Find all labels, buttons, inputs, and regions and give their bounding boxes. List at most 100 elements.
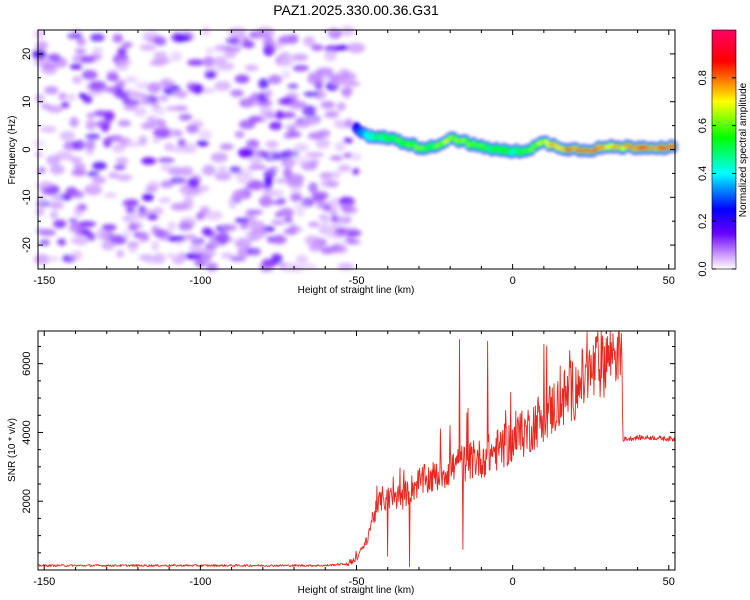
noise-blob bbox=[65, 186, 78, 196]
noise-blob bbox=[153, 127, 171, 139]
spectrogram-x-tick-label: 50 bbox=[663, 275, 675, 287]
track-core bbox=[638, 147, 644, 151]
track-core bbox=[381, 134, 387, 138]
noise-blob bbox=[48, 201, 65, 210]
noise-blob bbox=[234, 217, 249, 224]
noise-blob bbox=[201, 25, 211, 37]
noise-blob bbox=[147, 213, 159, 221]
noise-blob bbox=[217, 165, 228, 173]
noise-blob bbox=[309, 241, 323, 252]
track-core bbox=[411, 142, 417, 146]
noise-blob bbox=[91, 47, 104, 53]
noise-blob bbox=[82, 94, 93, 104]
noise-blob bbox=[167, 221, 177, 231]
noise-blob bbox=[103, 137, 113, 148]
noise-blob bbox=[126, 207, 135, 213]
noise-blob bbox=[154, 229, 168, 238]
noise-blob bbox=[122, 229, 132, 239]
noise-blob bbox=[234, 238, 251, 249]
noise-blob bbox=[41, 186, 53, 196]
noise-blob bbox=[147, 82, 162, 94]
noise-blob bbox=[271, 235, 287, 245]
noise-blob bbox=[220, 252, 234, 259]
noise-blob bbox=[248, 155, 263, 165]
noise-blob bbox=[157, 157, 175, 164]
track-core bbox=[463, 139, 469, 143]
noise-blob bbox=[127, 242, 138, 254]
noise-blob bbox=[116, 249, 125, 258]
noise-blob bbox=[329, 155, 343, 161]
noise-blob bbox=[205, 262, 219, 272]
noise-blob bbox=[189, 244, 203, 254]
noise-blob bbox=[113, 164, 126, 171]
snr-y-tick-label: 2000 bbox=[21, 489, 33, 513]
noise-blob bbox=[247, 247, 261, 256]
noise-blob bbox=[57, 238, 66, 246]
noise-blob bbox=[177, 139, 186, 148]
noise-blob bbox=[335, 215, 347, 222]
noise-blob bbox=[333, 119, 346, 128]
noise-blob bbox=[151, 107, 166, 115]
noise-blob bbox=[69, 156, 83, 164]
noise-blob bbox=[248, 220, 266, 231]
noise-blob bbox=[271, 189, 284, 198]
snr-y-axis-label: SNR (10 * v/v) bbox=[7, 418, 18, 482]
noise-blob bbox=[147, 181, 160, 190]
track-core bbox=[396, 138, 402, 142]
noise-blob bbox=[295, 209, 305, 217]
noise-blob bbox=[68, 224, 81, 231]
noise-blob bbox=[279, 55, 295, 67]
noise-blob bbox=[68, 218, 78, 224]
noise-blob bbox=[292, 120, 311, 129]
noise-blob bbox=[81, 69, 98, 80]
noise-blob bbox=[270, 253, 283, 264]
noise-blob bbox=[171, 145, 190, 154]
spectrogram-signal-track bbox=[352, 121, 679, 159]
noise-blob bbox=[59, 131, 75, 141]
noise-blob bbox=[69, 117, 79, 128]
noise-blob bbox=[170, 51, 183, 62]
spectrogram-y-tick-label: -10 bbox=[21, 189, 33, 205]
noise-blob bbox=[323, 111, 338, 119]
spectrogram-noise-region bbox=[31, 25, 366, 273]
noise-blob bbox=[336, 102, 346, 111]
noise-blob bbox=[327, 232, 344, 240]
noise-blob bbox=[46, 155, 61, 166]
noise-blob bbox=[196, 140, 209, 147]
colorbar-ticks: 0.0 0.2 0.4 0.6 0.8 bbox=[697, 70, 736, 277]
noise-blob bbox=[39, 239, 51, 246]
snr-x-tick-label: 0 bbox=[510, 576, 516, 588]
noise-blob bbox=[178, 113, 193, 121]
noise-blob bbox=[340, 87, 353, 96]
noise-blob bbox=[251, 92, 260, 98]
noise-blob bbox=[244, 96, 261, 106]
noise-blob bbox=[341, 71, 357, 82]
noise-blob bbox=[39, 125, 57, 133]
noise-blob bbox=[254, 231, 262, 241]
spectrogram-x-tick-label: -150 bbox=[33, 275, 55, 287]
noise-blob bbox=[263, 168, 277, 178]
noise-blob bbox=[116, 174, 133, 182]
noise-blob bbox=[76, 37, 86, 46]
noise-blob bbox=[268, 121, 283, 131]
noise-blob bbox=[146, 115, 156, 125]
noise-blob bbox=[47, 53, 61, 62]
noise-blob bbox=[84, 184, 102, 196]
noise-blob bbox=[219, 143, 234, 150]
noise-blob bbox=[230, 89, 244, 97]
noise-blob bbox=[34, 151, 44, 158]
noise-blob bbox=[122, 41, 133, 48]
noise-blob bbox=[40, 64, 58, 75]
noise-blob bbox=[290, 264, 304, 273]
noise-blob bbox=[284, 216, 293, 224]
noise-blob bbox=[91, 53, 104, 59]
noise-blob bbox=[293, 203, 309, 210]
noise-blob bbox=[263, 175, 273, 186]
noise-blob bbox=[34, 93, 45, 104]
noise-blob bbox=[165, 252, 177, 259]
spectrogram-x-tick-label: 0 bbox=[510, 275, 516, 287]
track-core bbox=[363, 132, 370, 136]
noise-blob bbox=[176, 90, 187, 99]
